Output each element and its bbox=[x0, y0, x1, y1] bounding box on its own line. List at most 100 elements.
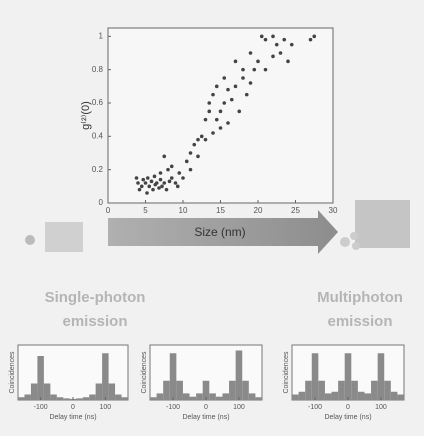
data-point bbox=[214, 117, 219, 122]
data-point bbox=[137, 187, 142, 192]
x-axis-label: Delay time (ns) bbox=[324, 414, 371, 421]
data-point bbox=[166, 167, 170, 172]
x-axis-label: Size (nm) bbox=[194, 225, 245, 239]
x-axis-label: Delay time (ns) bbox=[49, 414, 96, 421]
data-point bbox=[192, 142, 197, 147]
bar bbox=[255, 397, 262, 400]
data-point bbox=[188, 167, 193, 172]
bar bbox=[82, 397, 90, 400]
x-tick-label: -100 bbox=[166, 404, 180, 411]
data-point bbox=[147, 184, 152, 189]
bar bbox=[344, 353, 352, 400]
data-point bbox=[207, 101, 212, 105]
x-tick-label: 15 bbox=[216, 206, 225, 215]
data-point bbox=[211, 92, 215, 97]
plot-frame bbox=[107, 27, 334, 204]
data-point bbox=[226, 121, 230, 125]
y-tick-label: 0.4 bbox=[92, 131, 104, 140]
data-point bbox=[289, 42, 294, 47]
data-point bbox=[226, 87, 230, 92]
data-point bbox=[169, 164, 174, 169]
bar bbox=[351, 380, 358, 400]
bar bbox=[364, 393, 372, 400]
data-point bbox=[263, 67, 268, 72]
data-point bbox=[184, 159, 189, 164]
x-tick-label: 10 bbox=[179, 206, 188, 215]
x-tick-label: 20 bbox=[254, 206, 263, 215]
data-point bbox=[152, 174, 157, 179]
x-axis-label: Delay time (ns) bbox=[182, 414, 229, 421]
data-point bbox=[214, 84, 219, 89]
bar bbox=[357, 391, 365, 400]
y-axis-label: Coincidences bbox=[141, 351, 148, 394]
data-point bbox=[145, 176, 150, 180]
bar bbox=[202, 380, 210, 400]
x-tick-label: 5 bbox=[143, 206, 148, 215]
x-tick-label: 30 bbox=[329, 206, 338, 215]
data-point bbox=[252, 67, 257, 72]
data-point bbox=[278, 51, 283, 55]
data-point bbox=[173, 181, 178, 185]
bar bbox=[56, 397, 64, 400]
data-point bbox=[211, 131, 215, 135]
data-point bbox=[241, 76, 245, 80]
data-point bbox=[136, 181, 140, 185]
small-dots-icon bbox=[25, 222, 83, 252]
data-point bbox=[158, 171, 163, 175]
bar bbox=[30, 383, 38, 400]
bar bbox=[156, 393, 164, 400]
data-point bbox=[274, 42, 279, 47]
data-point bbox=[218, 109, 223, 114]
data-point bbox=[196, 154, 200, 159]
y-axis-label: Coincidences bbox=[9, 351, 16, 394]
data-point bbox=[282, 37, 287, 42]
bar bbox=[229, 380, 236, 400]
bar bbox=[115, 394, 122, 400]
data-point bbox=[167, 179, 172, 184]
bar bbox=[108, 383, 116, 400]
data-point bbox=[263, 37, 268, 42]
data-point bbox=[175, 184, 180, 189]
data-point bbox=[149, 179, 154, 184]
bar bbox=[176, 380, 183, 400]
data-point bbox=[154, 181, 159, 185]
bar bbox=[189, 396, 197, 400]
bar bbox=[102, 353, 109, 400]
bar bbox=[397, 394, 404, 400]
y-axis-label: Coincidences bbox=[283, 351, 290, 394]
bar bbox=[371, 380, 378, 400]
data-point bbox=[177, 171, 182, 175]
x-tick-label: 0 bbox=[71, 404, 75, 411]
data-point bbox=[203, 117, 208, 122]
x-tick-label: 100 bbox=[100, 404, 112, 411]
bar bbox=[182, 393, 190, 400]
data-point bbox=[199, 134, 204, 139]
data-point bbox=[151, 187, 155, 192]
size-arrow bbox=[108, 210, 338, 254]
bar bbox=[209, 393, 216, 400]
data-point bbox=[229, 97, 234, 102]
x-tick-label: 100 bbox=[233, 404, 245, 411]
x-tick-label: 0 bbox=[204, 404, 208, 411]
single-label: Single-photon bbox=[45, 289, 146, 306]
x-tick-label: 0 bbox=[346, 404, 350, 411]
data-point bbox=[248, 51, 253, 55]
bar bbox=[63, 398, 70, 400]
data-point bbox=[308, 37, 313, 42]
single-label: emission bbox=[62, 313, 127, 330]
data-point bbox=[233, 59, 238, 64]
bar bbox=[331, 391, 339, 400]
bar bbox=[43, 383, 51, 400]
y-tick-label: 1 bbox=[99, 31, 104, 40]
data-point bbox=[256, 59, 260, 64]
data-point bbox=[169, 176, 174, 180]
data-point bbox=[203, 137, 208, 142]
bar bbox=[338, 380, 345, 400]
data-point bbox=[134, 176, 139, 180]
bar bbox=[298, 391, 306, 400]
bar bbox=[95, 383, 103, 400]
data-point bbox=[207, 109, 212, 114]
bar bbox=[242, 380, 249, 400]
bar bbox=[390, 391, 398, 400]
